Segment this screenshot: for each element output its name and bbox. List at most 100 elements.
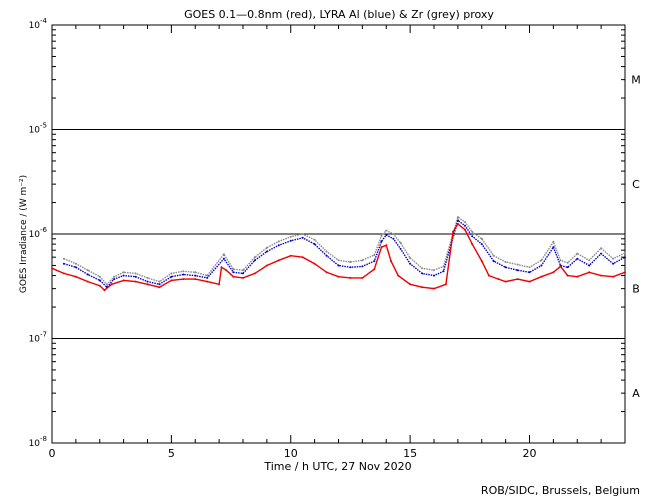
- data-point-lyra-al-proxy: [122, 274, 125, 277]
- data-point-lyra-zr-proxy: [194, 271, 197, 274]
- data-point-lyra-al-proxy: [222, 257, 225, 260]
- data-point-goes-0-1-0-8nm: [220, 266, 223, 269]
- y-tick-label: 10-5: [29, 122, 47, 136]
- data-point-goes-0-1-0-8nm: [232, 275, 235, 278]
- data-point-lyra-zr-proxy: [206, 274, 209, 277]
- data-point-goes-0-1-0-8nm: [456, 222, 459, 225]
- data-point-goes-0-1-0-8nm: [540, 275, 543, 278]
- data-point-lyra-al-proxy: [62, 262, 65, 265]
- data-point-goes-0-1-0-8nm: [182, 278, 185, 281]
- data-point-lyra-al-proxy: [242, 272, 244, 275]
- data-point-lyra-al-proxy: [456, 219, 459, 222]
- data-point-lyra-zr-proxy: [612, 257, 615, 260]
- data-point-goes-0-1-0-8nm: [289, 254, 292, 257]
- data-point-goes-0-1-0-8nm: [265, 264, 268, 267]
- flare-class-label: B: [632, 283, 640, 296]
- data-point-lyra-zr-proxy: [361, 259, 364, 262]
- x-tick-label: 20: [523, 447, 537, 460]
- data-point-goes-0-1-0-8nm: [409, 283, 412, 286]
- data-point-lyra-al-proxy: [146, 280, 149, 283]
- data-point-goes-0-1-0-8nm: [624, 271, 626, 274]
- data-point-lyra-zr-proxy: [134, 272, 137, 275]
- data-point-lyra-zr-proxy: [349, 261, 352, 263]
- data-point-lyra-zr-proxy: [399, 242, 402, 244]
- data-point-lyra-al-proxy: [289, 239, 292, 242]
- data-point-lyra-al-proxy: [98, 279, 101, 282]
- data-point-lyra-al-proxy: [134, 275, 137, 278]
- data-point-lyra-zr-proxy: [146, 276, 149, 279]
- data-point-lyra-zr-proxy: [170, 272, 173, 275]
- data-point-lyra-al-proxy: [392, 237, 395, 240]
- data-point-lyra-zr-proxy: [480, 237, 483, 240]
- data-point-lyra-zr-proxy: [576, 252, 579, 255]
- data-point-goes-0-1-0-8nm: [103, 289, 106, 292]
- data-point-lyra-al-proxy: [516, 269, 519, 272]
- y-tick-label: 10-4: [29, 17, 48, 31]
- data-point-lyra-al-proxy: [277, 244, 280, 247]
- data-point-lyra-zr-proxy: [313, 238, 316, 241]
- data-point-lyra-al-proxy: [409, 262, 412, 265]
- credit-text: ROB/SIDC, Brussels, Belgium: [481, 484, 640, 497]
- data-point-goes-0-1-0-8nm: [242, 276, 244, 279]
- data-point-lyra-al-proxy: [337, 264, 340, 267]
- data-point-goes-0-1-0-8nm: [62, 272, 65, 275]
- data-point-goes-0-1-0-8nm: [566, 274, 569, 277]
- data-point-lyra-zr-proxy: [433, 269, 435, 272]
- data-point-goes-0-1-0-8nm: [385, 244, 388, 247]
- data-point-lyra-zr-proxy: [504, 261, 507, 263]
- data-point-goes-0-1-0-8nm: [600, 274, 603, 277]
- data-point-lyra-al-proxy: [492, 260, 495, 263]
- data-point-goes-0-1-0-8nm: [516, 278, 519, 281]
- x-tick-label: 15: [403, 447, 417, 460]
- data-point-lyra-zr-proxy: [62, 257, 65, 260]
- data-point-goes-0-1-0-8nm: [444, 283, 447, 286]
- data-point-lyra-al-proxy: [158, 283, 161, 286]
- data-point-lyra-zr-proxy: [566, 261, 569, 264]
- data-point-lyra-zr-proxy: [242, 269, 244, 272]
- data-point-goes-0-1-0-8nm: [390, 260, 392, 263]
- data-point-lyra-al-proxy: [349, 266, 352, 269]
- data-point-lyra-al-proxy: [480, 243, 483, 246]
- data-point-lyra-zr-proxy: [409, 256, 412, 259]
- data-point-goes-0-1-0-8nm: [576, 275, 579, 278]
- data-point-goes-0-1-0-8nm: [253, 272, 256, 275]
- data-point-lyra-zr-proxy: [464, 221, 466, 224]
- data-point-lyra-zr-proxy: [624, 251, 626, 254]
- data-point-lyra-al-proxy: [504, 266, 507, 269]
- data-point-goes-0-1-0-8nm: [497, 278, 500, 281]
- data-point-goes-0-1-0-8nm: [301, 256, 304, 259]
- data-point-lyra-al-proxy: [528, 271, 531, 274]
- data-point-lyra-zr-proxy: [492, 254, 495, 257]
- data-point-lyra-zr-proxy: [456, 216, 459, 219]
- data-point-lyra-al-proxy: [232, 271, 235, 274]
- data-point-lyra-zr-proxy: [337, 259, 340, 262]
- series-line-lyra-zr-proxy: [63, 215, 626, 286]
- data-point-goes-0-1-0-8nm: [361, 276, 364, 279]
- data-point-goes-0-1-0-8nm: [313, 262, 316, 265]
- data-point-lyra-zr-proxy: [471, 230, 474, 233]
- chart-title: GOES 0.1—0.8nm (red), LYRA Al (blue) & Z…: [184, 8, 494, 21]
- data-point-goes-0-1-0-8nm: [487, 274, 490, 277]
- data-point-lyra-al-proxy: [442, 270, 445, 273]
- data-point-lyra-al-proxy: [170, 275, 173, 278]
- data-point-lyra-al-proxy: [464, 224, 466, 227]
- y-tick-label: 10-7: [29, 331, 47, 345]
- data-point-lyra-zr-proxy: [600, 247, 603, 250]
- data-point-lyra-al-proxy: [385, 233, 388, 236]
- data-point-lyra-zr-proxy: [373, 254, 376, 256]
- data-point-goes-0-1-0-8nm: [452, 230, 455, 233]
- x-axis-label: Time / h UTC, 27 Nov 2020: [263, 460, 411, 473]
- data-point-goes-0-1-0-8nm: [559, 265, 562, 268]
- data-point-lyra-zr-proxy: [442, 265, 445, 268]
- data-point-lyra-zr-proxy: [325, 250, 328, 253]
- data-point-lyra-al-proxy: [253, 259, 256, 262]
- data-point-lyra-zr-proxy: [588, 259, 591, 262]
- data-point-goes-0-1-0-8nm: [325, 271, 328, 274]
- data-point-lyra-zr-proxy: [122, 271, 125, 274]
- y-axis-label: GOES Irradiance / (W m⁻²): [19, 175, 29, 293]
- data-point-goes-0-1-0-8nm: [552, 271, 555, 274]
- data-point-goes-0-1-0-8nm: [110, 283, 113, 286]
- data-point-lyra-zr-proxy: [380, 234, 383, 237]
- data-point-lyra-zr-proxy: [158, 280, 161, 283]
- data-point-lyra-al-proxy: [566, 266, 569, 269]
